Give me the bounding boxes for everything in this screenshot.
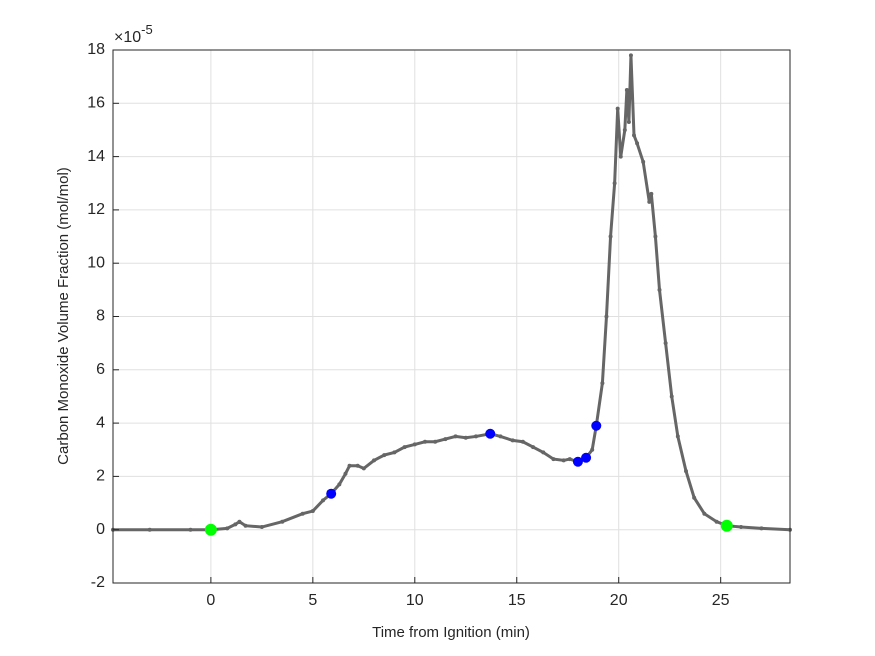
data-point [663,341,668,346]
data-point [692,495,697,500]
data-point [604,314,609,319]
data-point [463,435,468,440]
data-point [453,434,458,439]
data-point [626,119,631,124]
data-point [600,381,605,386]
y-tick-label: 14 [87,148,105,165]
y-tick-label: 8 [96,308,105,325]
x-tick-label: 5 [308,592,317,609]
marker-point [326,488,337,499]
data-point [372,458,377,463]
data-point [567,457,572,462]
data-point [361,466,366,471]
y-tick-label: 16 [87,95,105,112]
data-point [300,511,305,516]
y-tick-label: -2 [91,574,105,591]
data-point [510,438,515,443]
marker-point [591,420,602,431]
data-point [188,527,193,532]
y-tick-label: 12 [87,201,105,218]
data-point [635,141,640,146]
y-tick-label: 0 [96,521,105,538]
data-point [531,445,536,450]
data-point [337,482,342,487]
y-multiplier-exponent: -5 [141,22,153,37]
data-point [147,527,152,532]
data-point [473,434,478,439]
data-point [343,471,348,476]
y-tick-label: 10 [87,254,105,271]
y-tick-label: 4 [96,414,105,431]
data-point [392,450,397,455]
data-point [622,127,627,132]
data-point [714,519,719,524]
x-axis-label: Time from Ignition (min) [372,624,530,641]
y-tick-label: 18 [87,41,105,58]
data-point [612,181,617,186]
data-point [739,525,744,530]
data-point [520,439,525,444]
x-tick-label: 0 [206,592,215,609]
data-point [412,442,417,447]
x-tick-label: 15 [508,592,526,609]
data-point [237,519,242,524]
data-point [382,453,387,458]
data-point [657,287,662,292]
data-point [347,463,352,468]
data-point [608,234,613,239]
x-tick-label: 25 [712,592,730,609]
data-point [541,450,546,455]
data-point [233,522,238,527]
y-multiplier-base: ×10 [114,29,141,46]
data-point [653,234,658,239]
marker-point [485,428,496,439]
data-point [628,53,633,58]
data-point [675,434,680,439]
data-point [759,526,764,531]
data-point [647,199,652,204]
marker-point [720,519,733,532]
data-point [590,447,595,452]
y-tick-label: 2 [96,468,105,485]
y-multiplier: ×10-5 [114,22,153,46]
data-point [310,509,315,514]
data-point [355,463,360,468]
data-point [498,434,503,439]
marker-point [581,452,592,463]
marker-point [572,456,583,467]
data-point [422,439,427,444]
data-point [433,439,438,444]
data-point [684,469,689,474]
data-point [225,526,230,531]
data-point [702,511,707,516]
x-tick-label: 10 [406,592,424,609]
data-point [259,525,264,530]
data-point [632,133,637,138]
data-point [321,498,326,503]
data-point [618,154,623,159]
data-point [280,519,285,524]
data-point [561,458,566,463]
y-axis-label: Carbon Monoxide Volume Fraction (mol/mol… [55,167,72,465]
data-point [243,523,248,528]
data-point [669,394,674,399]
data-point [551,457,556,462]
data-point [443,437,448,442]
data-point [402,445,407,450]
x-tick-label: 20 [610,592,628,609]
marker-point [204,523,217,536]
data-point [649,191,654,196]
data-point [624,87,629,92]
data-point [615,106,620,111]
data-point [641,159,646,164]
y-tick-label: 6 [96,361,105,378]
